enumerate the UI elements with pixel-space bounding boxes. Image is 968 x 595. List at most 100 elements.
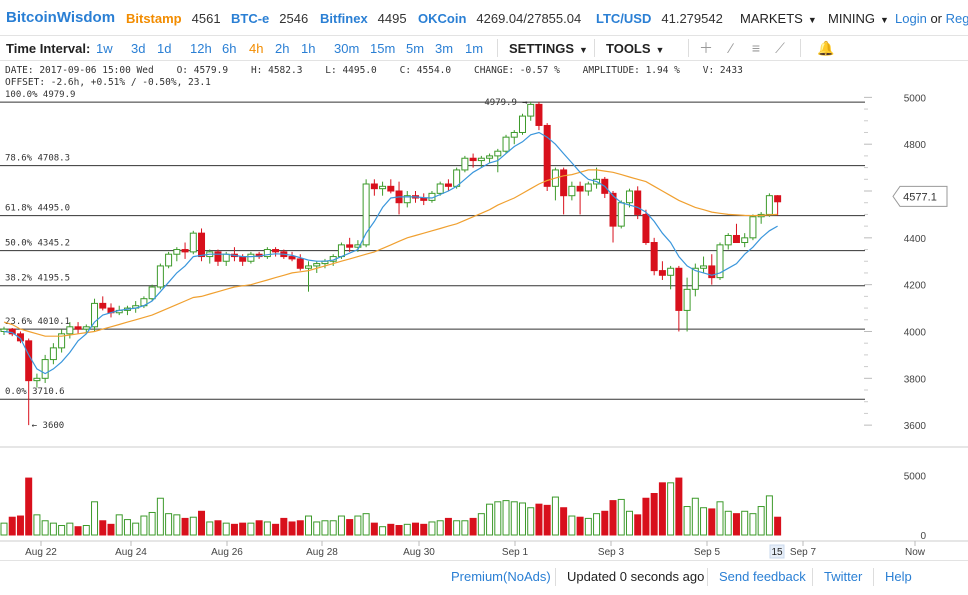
volume-bar	[198, 510, 206, 536]
volume-bar	[568, 515, 576, 536]
candle-body	[296, 258, 304, 269]
tools-label: TOOLS	[606, 41, 651, 56]
ticker-value: 2546	[279, 11, 309, 26]
volume-bar	[741, 510, 749, 536]
candle-body	[403, 195, 411, 204]
candle-body	[486, 155, 494, 159]
x-tick-label: Now	[905, 547, 926, 558]
premium-link[interactable]: Premium(NoAds)	[451, 569, 551, 584]
volume-bar	[667, 482, 675, 536]
twitter-link[interactable]: Twitter	[824, 569, 863, 584]
candle-body	[724, 234, 732, 246]
candle-body	[518, 115, 526, 133]
markets-menu[interactable]: MARKETS ▼	[740, 11, 817, 26]
candle-body	[82, 326, 90, 330]
send-feedback-link[interactable]: Send feedback	[719, 569, 806, 584]
volume-bar	[708, 508, 716, 536]
ticker-bitfinex[interactable]: Bitfinex 4495	[320, 11, 407, 26]
candle-body	[708, 265, 716, 279]
help-link[interactable]: Help	[885, 569, 912, 584]
interval-15m[interactable]: 15m	[370, 41, 396, 56]
brand-logo[interactable]: BitcoinWisdom	[6, 9, 116, 26]
updated-status: Updated 0 seconds ago	[567, 569, 705, 584]
interval-1m[interactable]: 1m	[465, 41, 484, 56]
price-chart[interactable]: 3600380040004200440046004800500005000100…	[0, 0, 968, 560]
ticker-bitstamp[interactable]: Bitstamp 4561	[126, 11, 221, 26]
candle-body	[642, 213, 650, 244]
ticker-value: 4561	[191, 11, 221, 26]
candle-body	[444, 183, 452, 187]
candle-body	[510, 131, 518, 138]
volume-bar	[560, 507, 568, 536]
interval-6h[interactable]: 6h	[222, 41, 237, 56]
volume-tick-label: 0	[920, 531, 926, 542]
volume-bar	[41, 520, 49, 536]
markets-label: MARKETS	[740, 11, 803, 26]
candle-body	[74, 326, 82, 330]
volume-bar	[379, 526, 387, 536]
interval-1h[interactable]: 1h	[301, 41, 316, 56]
volume-bar	[412, 522, 419, 536]
fan-icon[interactable]: ⟋	[775, 40, 785, 56]
interval-5m[interactable]: 5m	[406, 41, 425, 56]
candle-body	[700, 265, 708, 269]
candle-body	[272, 249, 280, 253]
candle-body	[691, 267, 699, 290]
register-link[interactable]: Regis	[945, 11, 968, 26]
ticker-okcoin[interactable]: OKCoin 4269.04/27855.04	[418, 11, 581, 26]
ticker-btce[interactable]: BTC-e 2546	[231, 11, 308, 26]
x-tick-label: Aug 24	[115, 547, 147, 558]
candle-body	[379, 185, 387, 190]
volume-bar	[16, 515, 24, 536]
fib-label: 38.2% 4195.5	[5, 274, 70, 284]
interval-3d[interactable]: 3d	[131, 41, 146, 56]
settings-menu[interactable]: SETTINGS ▼	[509, 41, 588, 56]
candle-body	[617, 202, 625, 227]
volume-bar	[247, 522, 255, 536]
candle-body	[8, 328, 16, 335]
candle-body	[609, 192, 617, 227]
caret-down-icon: ▼	[655, 45, 665, 55]
interval-1w[interactable]: 1w	[96, 41, 113, 56]
volume-bar	[230, 523, 238, 536]
price-tick-label: 3600	[904, 421, 927, 432]
volume-bar	[362, 513, 370, 536]
crosshair-icon[interactable]: ＋	[699, 40, 713, 56]
volume-bar	[634, 514, 642, 536]
interval-4h[interactable]: 4h	[249, 41, 264, 56]
volume-bar	[543, 504, 551, 536]
volume-bar	[49, 522, 57, 536]
ticker-name: BTC-e	[231, 11, 270, 26]
interval-3m[interactable]: 3m	[435, 41, 454, 56]
line-draw-icon[interactable]: ∕	[729, 40, 733, 56]
fib-label: 100.0% 4979.9	[5, 90, 75, 100]
x-tick-label: Aug 22	[25, 547, 57, 558]
volume-bar	[584, 517, 592, 536]
volume-bar	[132, 522, 140, 536]
volume-bar	[535, 503, 543, 536]
x-tick-label: Aug 26	[211, 547, 243, 558]
alert-bell-icon[interactable]: 🔔	[817, 40, 835, 56]
interval-1d[interactable]: 1d	[157, 41, 172, 56]
volume-bar	[403, 523, 411, 536]
divider	[594, 39, 595, 57]
low-marker: ← 3600	[32, 421, 65, 431]
fib-label: 50.0% 4345.2	[5, 239, 70, 249]
candle-body	[658, 270, 666, 276]
fib-lines-icon[interactable]: ≡	[751, 40, 761, 56]
candle-body	[387, 185, 395, 192]
volume-bar	[280, 517, 288, 536]
volume-bar	[724, 510, 732, 536]
candle-body	[625, 190, 633, 204]
ticker-ltcusd[interactable]: LTC/USD 41.279542	[596, 11, 723, 26]
mining-menu[interactable]: MINING ▼	[828, 11, 889, 26]
login-link[interactable]: Login	[895, 11, 927, 26]
candle-body	[58, 333, 66, 349]
candle-body	[362, 183, 370, 246]
interval-2h[interactable]: 2h	[275, 41, 290, 56]
tools-menu[interactable]: TOOLS ▼	[606, 41, 664, 56]
interval-30m[interactable]: 30m	[334, 41, 360, 56]
interval-12h[interactable]: 12h	[190, 41, 212, 56]
volume-bar	[518, 502, 526, 536]
volume-bar	[115, 514, 123, 536]
